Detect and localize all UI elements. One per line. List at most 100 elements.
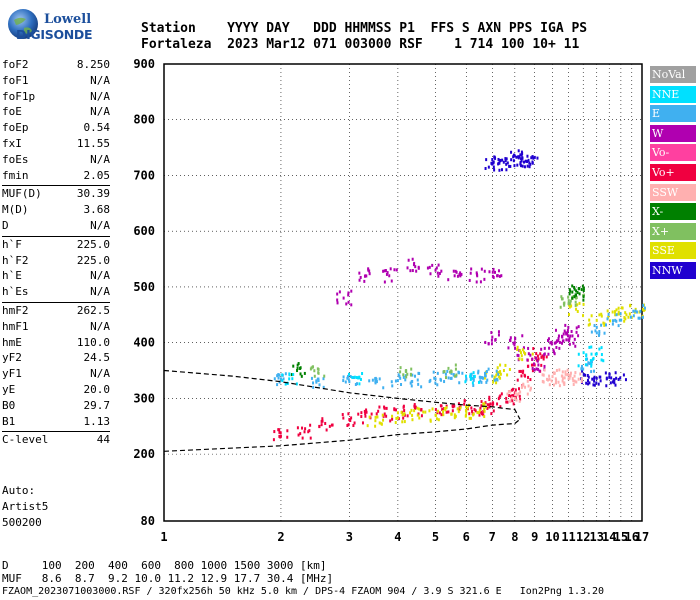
echo-mark-sse [466, 406, 469, 410]
auto-code: 500200 [2, 516, 42, 529]
echo-mark-ssw [561, 376, 564, 380]
echo-mark-nnw [499, 158, 502, 162]
echo-mark-w [368, 269, 371, 273]
echo-mark-sse [376, 415, 379, 419]
data-point-sse [575, 307, 578, 311]
echo-mark-vo+ [500, 392, 503, 396]
echo-mark-nne [598, 347, 601, 351]
data-point-e [635, 310, 638, 314]
echo-mark-e [342, 375, 345, 379]
echo-mark-x- [296, 367, 299, 371]
parameter-table: foF2 8.250 foF1 N/A foF1p N/A foE N/A foEp 0.54 fx… [2, 58, 110, 449]
echo-mark-sse [499, 372, 502, 376]
echo-mark-sse [483, 376, 486, 380]
echo-mark-vo+ [391, 417, 394, 421]
echo-mark-e [617, 324, 620, 328]
echo-mark-sse [459, 406, 462, 410]
echo-mark-e [400, 383, 403, 387]
echo-mark-e [278, 373, 281, 377]
echo-mark-sse [422, 410, 425, 414]
param-value: 24.5 [83, 351, 111, 365]
echo-mark-sse [453, 416, 456, 420]
echo-mark-w [513, 343, 516, 347]
echo-mark-e [629, 315, 632, 319]
echo-mark-w [575, 326, 578, 330]
echo-mark-e [642, 303, 645, 307]
echo-mark-w [407, 258, 410, 262]
echo-mark-sse [504, 363, 507, 367]
echo-mark-x+ [399, 366, 402, 370]
echo-mark-x+ [406, 372, 409, 376]
echo-mark-sse [617, 306, 620, 310]
echo-mark-x- [580, 288, 583, 292]
echo-mark-sse [613, 310, 616, 314]
echo-mark-nnw [502, 160, 505, 164]
echo-mark-sse [603, 322, 606, 326]
param-row: hmF1 N/A [2, 320, 110, 336]
echo-mark-e [458, 381, 461, 385]
param-label: yF1 [2, 367, 22, 381]
echo-mark-w [426, 266, 429, 270]
echo-mark-vo+ [499, 405, 502, 409]
echo-mark-w [363, 279, 366, 283]
echo-mark-w [411, 269, 414, 273]
echo-mark-nne [582, 351, 585, 355]
echo-mark-nnw [520, 150, 523, 154]
echo-mark-w [336, 301, 339, 305]
x-tick-label: 4 [394, 530, 401, 544]
echo-mark-e [632, 314, 635, 318]
echo-mark-vo+ [440, 413, 443, 417]
y-tick-label: 300 [133, 391, 155, 405]
echo-mark-w [497, 330, 500, 334]
echo-mark-vo+ [346, 423, 349, 427]
echo-mark-x+ [399, 370, 402, 374]
echo-mark-w [568, 336, 571, 340]
echo-mark-vo+ [497, 397, 500, 401]
echo-mark-vo+ [385, 414, 388, 418]
echo-mark-sse [606, 309, 609, 313]
echo-mark-sse [445, 406, 448, 410]
echo-mark-nne [295, 382, 298, 386]
param-value: 225.0 [76, 237, 110, 251]
echo-mark-e [368, 379, 371, 383]
echo-mark-vo+ [320, 423, 323, 427]
echo-mark-e [446, 369, 449, 373]
echo-mark-vo+ [540, 355, 543, 359]
echo-mark-nnw [494, 156, 497, 160]
echo-mark-vo+ [272, 438, 275, 442]
echo-mark-nne [469, 374, 472, 378]
echo-mark-sse [444, 408, 447, 412]
data-point-nne [288, 377, 291, 381]
echo-mark-e [592, 369, 595, 373]
echo-mark-vo+ [321, 419, 324, 423]
echo-mark-e [436, 371, 439, 375]
echo-mark-vo+ [304, 427, 307, 431]
echo-mark-sse [374, 424, 377, 428]
echo-mark-w [537, 367, 540, 371]
echo-mark-w [491, 270, 494, 274]
echo-mark-e [582, 367, 585, 371]
echo-mark-nnw [501, 158, 504, 162]
echo-mark-sse [442, 413, 445, 417]
legend-item-w: W [650, 124, 696, 142]
echo-mark-e [414, 374, 417, 378]
echo-mark-sse [629, 304, 632, 308]
param-value: 8.250 [76, 58, 110, 71]
echo-mark-w [386, 271, 389, 275]
echo-mark-e [472, 383, 475, 387]
echo-mark-w [540, 347, 543, 351]
echo-mark-w [566, 329, 569, 333]
echo-mark-w [556, 339, 559, 343]
echo-mark-sse [621, 306, 624, 310]
echo-mark-x+ [455, 373, 458, 377]
echo-mark-w [568, 339, 571, 343]
x-tick-label: 15 [614, 530, 628, 544]
echo-mark-w [483, 269, 486, 273]
echo-mark-sse [411, 413, 414, 417]
echo-mark-w [468, 278, 471, 282]
echo-mark-x+ [560, 295, 563, 299]
echo-mark-nnw [516, 163, 519, 167]
echo-mark-nne [590, 352, 593, 356]
echo-mark-e [634, 309, 637, 313]
echo-mark-vo+ [451, 409, 454, 413]
